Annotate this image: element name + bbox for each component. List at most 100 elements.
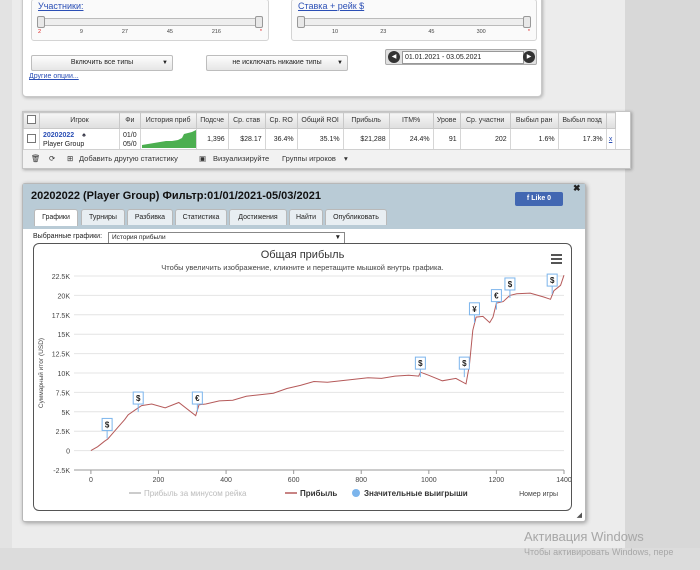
participants-filter: Участники: 2 9 27 45 216 * — [31, 0, 269, 41]
tab-find[interactable]: Найти — [289, 209, 323, 225]
tab-achievements[interactable]: Достижения — [229, 209, 287, 225]
y-tick-label: 17.5K — [52, 313, 71, 320]
chevron-down-icon[interactable]: ▾ — [344, 154, 348, 163]
tick-label: 23 — [380, 29, 387, 35]
tab-tournaments[interactable]: Турниры — [81, 209, 125, 225]
tick-label: 300 — [476, 29, 486, 35]
sparkline-area — [141, 130, 196, 148]
results-table: Игрок Фи История приб Подсче Ср. став Ср… — [23, 112, 616, 151]
visualize-button[interactable]: Визуализируйте — [213, 154, 270, 163]
column-header[interactable]: Выбыл позд — [557, 112, 607, 129]
filter-date-end: 05/0 — [123, 140, 137, 148]
row-checkbox[interactable] — [23, 128, 40, 151]
column-header[interactable]: Игрок — [39, 112, 120, 129]
player-cell: 20202022 ♠ Player Group — [39, 128, 120, 151]
select-all-checkbox[interactable] — [23, 112, 40, 129]
early-out-cell: 1.6% — [509, 128, 559, 151]
prev-period-button[interactable]: ◀ — [388, 51, 400, 63]
big-win-flag-label: $ — [418, 359, 423, 368]
x-tick-label: 800 — [355, 477, 367, 484]
itm-cell: 24.4% — [388, 128, 434, 151]
chevron-down-icon: ▼ — [334, 234, 341, 241]
player-name-link[interactable]: 20202022 — [43, 131, 75, 139]
menu-bar — [551, 258, 562, 260]
tab-publish[interactable]: Опубликовать — [325, 209, 387, 225]
column-header[interactable]: Прибыль — [342, 112, 390, 129]
tab-charts[interactable]: Графики — [34, 209, 78, 226]
include-types-select[interactable]: Включить все типы ▼ — [31, 55, 173, 71]
refresh-icon[interactable]: ⟳ — [49, 154, 56, 163]
tick-label: 27 — [121, 29, 128, 35]
chart-menu-icon[interactable] — [551, 254, 562, 264]
column-header[interactable]: Ср. став — [227, 112, 266, 129]
column-header[interactable]: Общий ROI — [296, 112, 344, 129]
exclude-types-select[interactable]: не исключать никакие типы ▼ — [206, 55, 348, 71]
trash-icon[interactable]: 🗑 — [31, 154, 41, 163]
avg-roi-cell: 36.4% — [264, 128, 298, 151]
more-options-link[interactable]: Другие опции... — [29, 73, 79, 80]
stake-link[interactable]: Ставка + рейк $ — [298, 1, 365, 11]
close-icon[interactable]: ✖ — [573, 183, 581, 193]
big-win-flag-label: ¥ — [472, 305, 477, 314]
date-range-input[interactable]: 01.01.2021 - 03.05.2021 — [402, 51, 524, 64]
y-tick-label: 0 — [66, 449, 70, 456]
big-win-flag-label: $ — [136, 394, 141, 403]
profit-series-line — [90, 275, 565, 452]
big-win-flag — [468, 302, 480, 316]
legend-label: Прибыль — [300, 489, 337, 498]
graph-select-label: Выбранные графики: — [33, 233, 103, 240]
table-row[interactable]: 20202022 ♠ Player Group 01/0 05/0 1,396 … — [23, 128, 616, 151]
column-header[interactable]: Ср. RO — [264, 112, 298, 129]
filter-panel: Участники: 2 9 27 45 216 * Ставка + рейк… — [22, 0, 542, 97]
slider-max-handle[interactable] — [255, 16, 263, 28]
column-header[interactable]: Фи — [119, 112, 141, 129]
tick-label: 45 — [166, 29, 173, 35]
legend-label: Значительные выигрыши — [364, 489, 468, 498]
slider-min-handle[interactable] — [297, 16, 305, 28]
filter-cell: 01/0 05/0 — [119, 128, 141, 151]
modal-title: 20202022 (Player Group) Фильтр:01/01/202… — [31, 190, 321, 202]
big-win-flag-label: $ — [508, 280, 513, 289]
x-tick-label: 1400 — [556, 477, 571, 484]
tick-label: 216 — [211, 29, 221, 35]
profit-history-sparkline[interactable] — [139, 128, 197, 151]
site-icon: ♠ — [82, 131, 86, 139]
tick-label: 9 — [79, 29, 83, 35]
count-cell: 1,396 — [195, 128, 229, 151]
os-watermark-subtitle: Чтобы активировать Windows, пере — [524, 547, 674, 557]
tab-breakdown[interactable]: Разбивка — [127, 209, 173, 225]
big-win-flag — [414, 356, 426, 370]
profit-chart[interactable]: Общая прибыль Чтобы увеличить изображение… — [34, 244, 571, 510]
stake-slider[interactable] — [297, 16, 531, 28]
column-header[interactable]: Подсче — [195, 112, 229, 129]
column-header[interactable]: История приб — [139, 112, 197, 129]
column-header[interactable]: Ср. участни — [459, 112, 511, 129]
player-group-label: Player Group — [43, 140, 85, 148]
next-period-button[interactable]: ▶ — [523, 51, 535, 63]
participants-link[interactable]: Участники: — [38, 1, 84, 11]
y-tick-label: -2.5K — [53, 468, 70, 475]
modal-header: 20202022 (Player Group) Фильтр:01/01/202… — [23, 183, 585, 229]
column-header[interactable]: Урове — [432, 112, 461, 129]
big-win-flag-label: € — [494, 292, 499, 301]
x-tick-label: 0 — [89, 477, 93, 484]
column-header[interactable]: ITM% — [388, 112, 434, 129]
y-tick-label: 10K — [58, 371, 71, 378]
avg-entrants-cell: 202 — [459, 128, 511, 151]
remove-row-link[interactable]: x — [605, 128, 616, 151]
facebook-icon: f — [526, 195, 530, 202]
tick-label: * — [527, 29, 530, 35]
resize-handle-icon[interactable]: ◢ — [576, 512, 582, 519]
participants-slider[interactable] — [37, 16, 263, 28]
tick-label: 2 — [38, 29, 42, 35]
slider-min-handle[interactable] — [37, 16, 45, 28]
tab-statistics[interactable]: Статистика — [175, 209, 227, 225]
big-win-flag-label: $ — [462, 359, 467, 368]
os-watermark-title: Активация Windows — [524, 529, 644, 544]
player-groups-menu[interactable]: Группы игроков — [282, 154, 336, 163]
facebook-like-button[interactable]: f Like 0 — [515, 192, 563, 206]
column-header[interactable]: Выбыл ран — [509, 112, 559, 129]
slider-max-handle[interactable] — [523, 16, 531, 28]
y-tick-label: 7.5K — [56, 390, 71, 397]
add-stat-button[interactable]: Добавить другую статистику — [79, 154, 178, 163]
